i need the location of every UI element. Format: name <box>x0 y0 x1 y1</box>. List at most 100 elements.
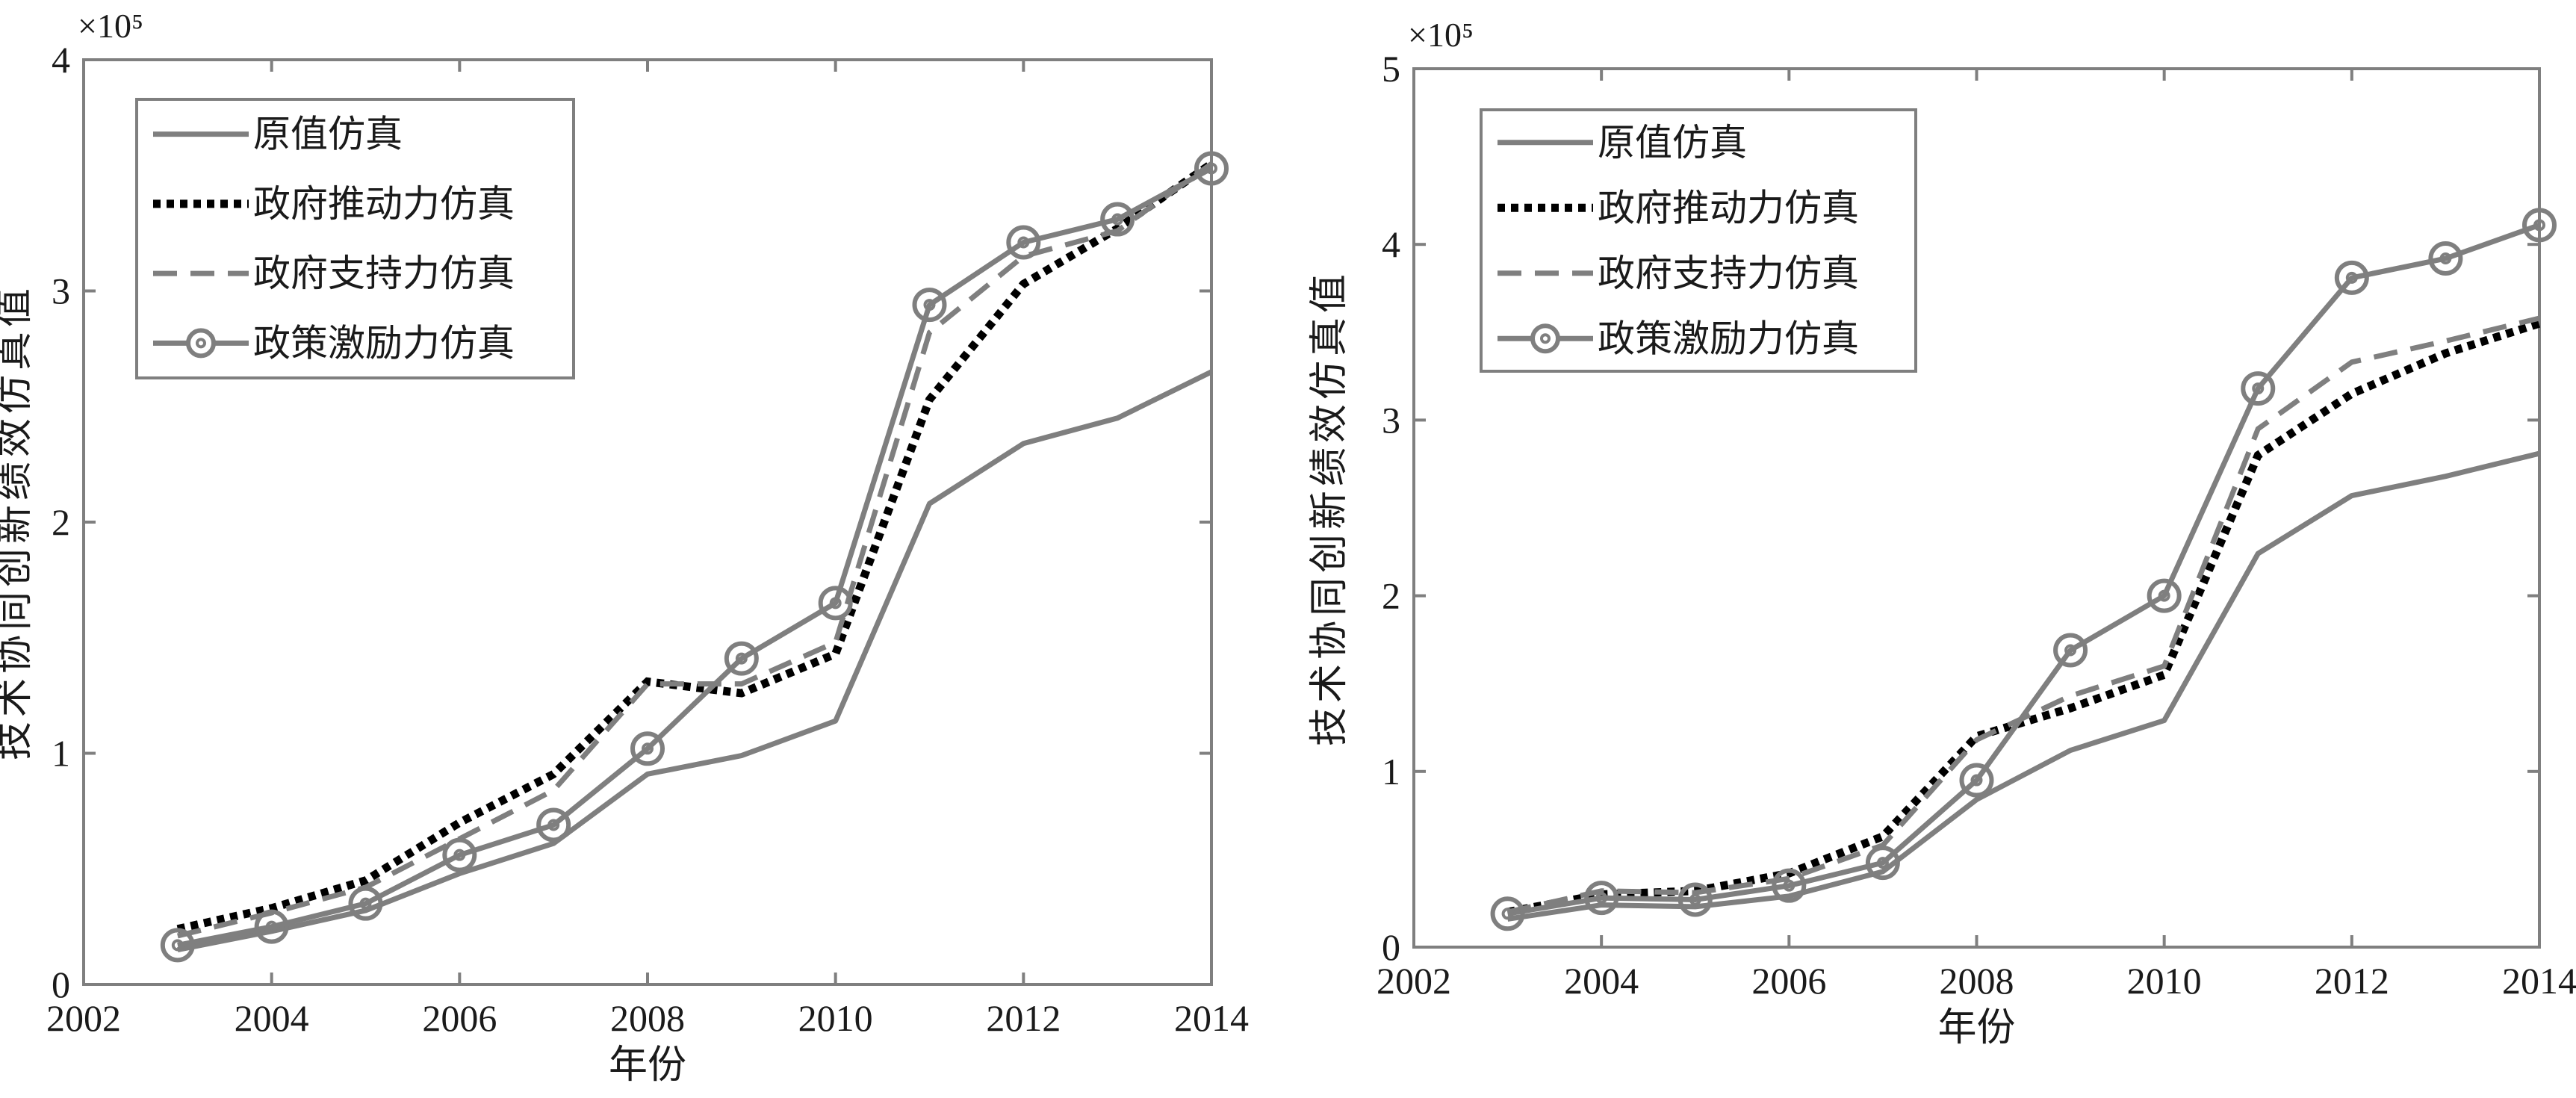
y-tick-label: 0 <box>1382 926 1400 968</box>
y-tick-label: 5 <box>1382 48 1400 90</box>
data-point-marker-inner <box>453 849 466 861</box>
x-tick-label: 2010 <box>798 997 873 1039</box>
data-point-marker <box>630 731 665 766</box>
x-tick-label: 2002 <box>46 997 121 1039</box>
series-line-2 <box>1506 315 2540 915</box>
data-point-marker <box>1772 868 1807 903</box>
x-tick-label: 2006 <box>1751 960 1826 1002</box>
y-multiplier-label: ×10⁵ <box>1408 16 1474 54</box>
data-point-marker-inner <box>547 819 560 831</box>
y-multiplier-label: ×10⁵ <box>78 7 143 45</box>
series-line-1 <box>1506 319 2541 916</box>
data-point-marker <box>160 928 195 963</box>
data-point-marker-inner <box>829 597 842 610</box>
x-axis-label: 年份 <box>1937 1007 2015 1049</box>
series-line-0 <box>1507 450 2540 922</box>
data-point-marker-inner <box>359 897 372 910</box>
x-tick-label: 2014 <box>1174 997 1249 1039</box>
x-tick-label: 2008 <box>1940 960 2014 1002</box>
series-line-1 <box>176 160 1214 934</box>
x-tick-label: 2004 <box>235 997 309 1039</box>
data-point-marker <box>2053 633 2088 668</box>
y-tick-label: 1 <box>52 733 70 775</box>
y-tick-label: 4 <box>52 39 70 81</box>
data-point-marker-inner <box>1017 236 1030 249</box>
x-tick-label: 2012 <box>986 997 1061 1039</box>
legend-marker <box>186 328 216 359</box>
y-axis-label: 技术协同创新绩效仿真值 <box>1309 270 1351 746</box>
y-tick-label: 2 <box>52 501 70 543</box>
x-axis-label: 年份 <box>609 1044 686 1087</box>
data-point-marker <box>1194 151 1229 186</box>
data-point-marker <box>818 586 853 621</box>
data-point-marker <box>1100 202 1135 237</box>
legend-label: 政府推动力仿真 <box>1598 187 1859 229</box>
data-point-marker <box>442 837 477 872</box>
data-point-marker <box>1865 846 1900 881</box>
legend-label: 政府支持力仿真 <box>1598 252 1859 294</box>
data-point-marker-inner <box>265 920 278 933</box>
series-line-0 <box>177 369 1213 953</box>
x-tick-label: 2014 <box>2502 960 2576 1002</box>
data-point-marker-inner <box>2439 252 2452 265</box>
data-point-marker-inner <box>923 299 936 311</box>
data-point-marker-inner <box>171 939 184 952</box>
data-point-marker <box>2428 241 2463 276</box>
legend-marker <box>1530 323 1560 354</box>
x-tick-label: 2008 <box>610 997 685 1039</box>
data-point-marker-inner <box>735 652 748 665</box>
legend-label: 原值仿真 <box>1598 122 1747 164</box>
data-point-marker-inner <box>2533 219 2545 232</box>
x-tick-label: 2002 <box>1377 960 1451 1002</box>
x-tick-label: 2004 <box>1564 960 1639 1002</box>
y-tick-label: 1 <box>1382 751 1400 793</box>
data-point-marker <box>1006 225 1041 260</box>
data-point-marker <box>348 886 383 921</box>
data-point-marker-inner <box>1111 213 1124 226</box>
data-point-marker <box>254 909 289 944</box>
data-point-marker <box>2522 208 2557 243</box>
legend-label: 政策激励力仿真 <box>253 322 515 364</box>
data-point-marker-inner <box>1689 893 1701 906</box>
y-tick-label: 3 <box>1382 399 1400 441</box>
data-point-marker-inner <box>2252 382 2265 395</box>
data-point-marker <box>2334 260 2369 295</box>
data-point-marker-inner <box>1595 892 1608 905</box>
data-point-marker <box>724 641 759 676</box>
legend-marker-inner <box>1540 333 1551 344</box>
x-tick-label: 2012 <box>2315 960 2389 1002</box>
legend-label: 政府支持力仿真 <box>253 252 515 294</box>
data-point-marker-inner <box>1501 908 1514 920</box>
y-tick-label: 4 <box>1382 223 1400 265</box>
legend-label: 政策激励力仿真 <box>1598 317 1859 359</box>
y-tick-label: 2 <box>1382 575 1400 617</box>
x-tick-label: 2006 <box>422 997 497 1039</box>
data-point-marker-inner <box>2345 271 2358 284</box>
data-point-marker <box>2241 371 2276 406</box>
data-point-marker-inner <box>1876 857 1889 869</box>
data-point-marker-inner <box>642 742 654 755</box>
left-chart-panel: 2002 2004 2006 2008 2010 2012 2014 0 1 2 3 4×10⁵ 年份 技… <box>0 7 1249 1087</box>
data-point-marker <box>1490 896 1525 931</box>
data-point-marker-inner <box>2064 644 2077 657</box>
series-line-2 <box>176 161 1214 939</box>
legend-label: 政府推动力仿真 <box>253 183 515 225</box>
data-point-marker <box>1584 881 1619 916</box>
y-tick-label: 3 <box>52 270 70 312</box>
data-point-marker <box>912 288 947 323</box>
y-axis-label: 技术协同创新绩效仿真值 <box>0 284 36 760</box>
data-point-marker-inner <box>1970 774 1983 787</box>
legend-label: 原值仿真 <box>253 114 403 155</box>
y-tick-label: 0 <box>52 964 70 1005</box>
data-point-marker <box>536 807 571 843</box>
x-tick-label: 2010 <box>2127 960 2202 1002</box>
data-point-marker <box>1959 763 1994 798</box>
data-point-marker <box>1677 882 1713 917</box>
right-chart-panel: 2002 2004 2006 2008 2010 2012 2014 0 1 2 3 4 5×10⁵ 年份… <box>1309 16 2576 1049</box>
data-point-marker-inner <box>1783 879 1796 892</box>
data-point-marker-inner <box>1205 162 1217 175</box>
legend-marker-inner <box>196 338 206 349</box>
data-point-marker-inner <box>2158 589 2170 602</box>
data-point-marker <box>2147 578 2182 613</box>
